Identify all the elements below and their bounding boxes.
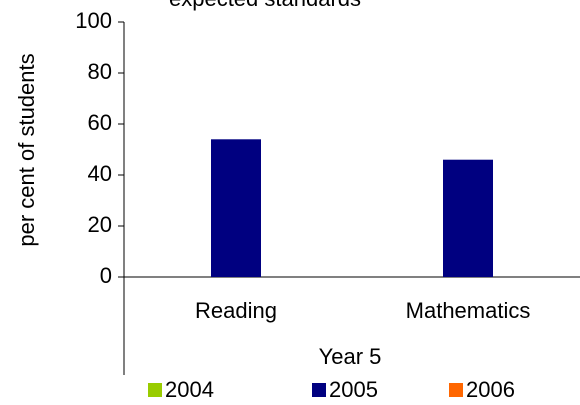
legend-swatch <box>449 383 463 397</box>
y-tick-label: 20 <box>88 212 112 237</box>
y-tick-label: 40 <box>88 161 112 186</box>
x-tick-label: Reading <box>195 298 277 323</box>
x-axis-label: Year 5 <box>319 344 382 369</box>
legend-label: 2004 <box>165 377 214 402</box>
bar <box>211 139 261 277</box>
legend-swatch <box>312 383 326 397</box>
legend-swatch <box>148 383 162 397</box>
legend-label: 2006 <box>466 377 515 402</box>
chart-title: expected standards <box>169 0 361 11</box>
bar <box>443 159 493 277</box>
y-tick-label: 60 <box>88 110 112 135</box>
y-tick-label: 100 <box>75 8 112 33</box>
y-tick-label: 80 <box>88 59 112 84</box>
x-tick-label: Mathematics <box>406 298 531 323</box>
legend-label: 2005 <box>329 377 378 402</box>
y-tick-label: 0 <box>100 263 112 288</box>
y-axis-label: per cent of students <box>14 53 39 246</box>
